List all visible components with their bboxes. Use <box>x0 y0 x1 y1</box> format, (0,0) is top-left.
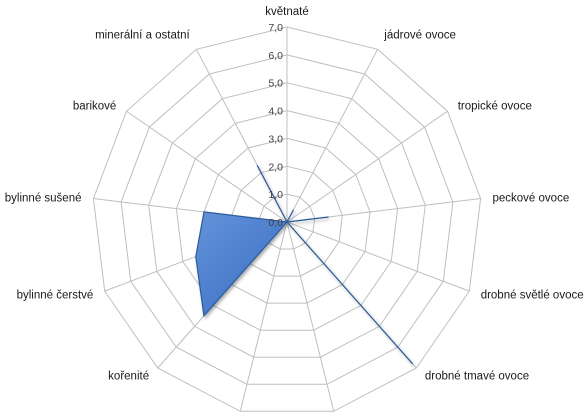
tick-label: 5,0 <box>268 78 283 90</box>
category-label: drobné světlé ovoce <box>481 290 584 302</box>
category-label: minerální a ostatní <box>95 30 190 42</box>
grid-ring-7 <box>92 26 482 412</box>
category-label: bylinné sušené <box>5 192 82 204</box>
tick-label: 1,0 <box>268 189 283 201</box>
tick-label: 2,0 <box>268 161 283 173</box>
grid-ring-3 <box>203 137 371 304</box>
grid-ring-5 <box>148 82 426 358</box>
spoke-6 <box>286 221 335 412</box>
spoke-11 <box>126 110 288 223</box>
spoke-1 <box>286 49 379 223</box>
spoke-2 <box>286 110 448 223</box>
grid-ring-6 <box>120 54 454 385</box>
spoke-4 <box>286 221 470 292</box>
category-label: jádrové ovoce <box>383 30 456 42</box>
series-area-0 <box>195 165 414 365</box>
category-label: peckové ovoce <box>493 192 570 204</box>
tick-label: 4,0 <box>268 106 283 118</box>
grid-ring-4 <box>175 110 399 331</box>
radial-tick-labels: 0,0 1,0 2,0 3,0 4,0 5,0 6,0 7,0 <box>268 22 283 229</box>
tick-label: 7,0 <box>268 22 283 34</box>
category-label: květnaté <box>265 6 308 18</box>
category-label: barikové <box>73 101 116 113</box>
category-label: drobné tmavé ovoce <box>425 370 529 382</box>
tick-label: 6,0 <box>268 50 283 62</box>
tick-label: 3,0 <box>268 133 283 145</box>
category-labels: květnaté jádrové ovoce tropické ovoce pecko… <box>5 6 584 382</box>
category-label: tropické ovoce <box>458 101 532 113</box>
series-group <box>195 165 414 365</box>
category-label: kořenité <box>108 370 149 382</box>
radar-spokes <box>93 27 481 412</box>
grid-ring-2 <box>231 165 343 277</box>
category-label: bylinné čerstvé <box>17 290 94 302</box>
spoke-7 <box>239 221 288 412</box>
radar-grid <box>92 26 482 412</box>
grid-ring-1 <box>258 193 316 250</box>
tick-label: 0,0 <box>268 217 283 229</box>
